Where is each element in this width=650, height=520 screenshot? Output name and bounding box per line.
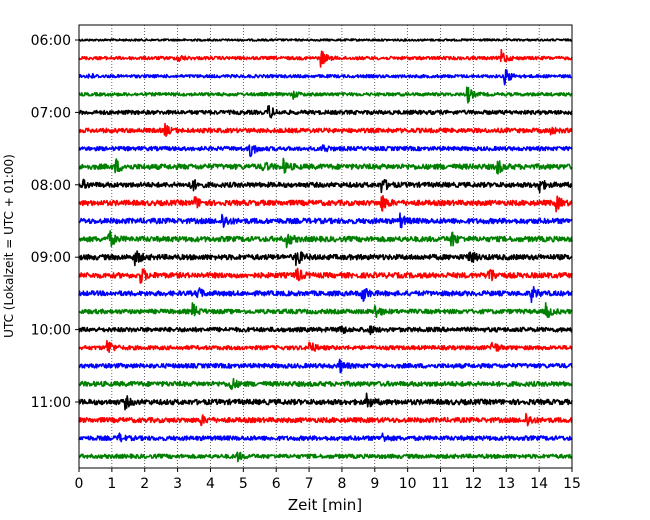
seismogram-trace: [78, 432, 573, 443]
x-tick-label: 7: [305, 476, 314, 492]
x-tick-label: 14: [530, 476, 548, 492]
x-tick-label: 0: [75, 476, 84, 492]
seismogram-trace: [78, 250, 573, 267]
seismogram-trace: [78, 122, 573, 138]
y-tick-label: 10:00: [31, 323, 71, 339]
seismogram-trace: [78, 267, 573, 284]
plot-frame: [78, 24, 573, 469]
y-axis-label: UTC (Lokalzeit = UTC + 01:00): [2, 154, 16, 338]
x-tick-label: 5: [239, 476, 248, 492]
x-tick-label: 2: [140, 476, 149, 492]
seismogram-trace: [78, 301, 573, 319]
x-axis-label: Zeit [min]: [288, 496, 362, 514]
x-tick-label: 12: [464, 476, 482, 492]
seismogram-trace: [78, 105, 573, 119]
x-tick-label: 10: [399, 476, 417, 492]
x-tick-label: 3: [173, 476, 182, 492]
seismogram-trace: [78, 377, 573, 391]
seismogram-trace: [78, 195, 573, 213]
x-tick-label: 15: [563, 476, 581, 492]
y-axis-ticks: 06:00 07:00 08:00 09:00 10:00 11:00: [31, 33, 79, 411]
x-axis-ticks: 0 1 2 3 4 5 6 7 8 9 10 11 12 13 14 15: [75, 468, 581, 492]
y-tick-label: 09:00: [31, 250, 71, 266]
x-tick-label: 4: [206, 476, 215, 492]
x-tick-label: 13: [497, 476, 515, 492]
x-tick-label: 6: [272, 476, 281, 492]
seismogram-trace: [78, 157, 573, 175]
y-tick-label: 07:00: [31, 105, 71, 121]
seismogram-trace: [78, 412, 573, 427]
seismogram-trace: [78, 178, 573, 194]
seismogram-trace: [78, 230, 573, 249]
seismogram-trace: [78, 86, 573, 104]
seismogram-trace: [78, 325, 573, 336]
seismogram-trace: [78, 339, 573, 353]
seismogram-trace: [78, 358, 573, 374]
y-tick-label: 06:00: [31, 33, 71, 49]
seismogram-trace: [78, 451, 573, 463]
seismogram-trace: [78, 38, 573, 42]
seismogram-trace: [78, 68, 573, 86]
seismogram-trace: [78, 392, 573, 411]
vertical-grid: [111, 25, 540, 468]
trace-group: [78, 38, 573, 463]
y-tick-label: 11:00: [31, 395, 71, 411]
x-tick-label: 1: [107, 476, 116, 492]
seismogram-trace: [78, 144, 573, 158]
y-tick-label: 08:00: [31, 178, 71, 194]
seismogram-trace: [78, 48, 573, 68]
seismogram-trace: [78, 212, 573, 229]
x-tick-label: 8: [337, 476, 346, 492]
seismogram-trace: [78, 286, 573, 304]
x-tick-label: 9: [370, 476, 379, 492]
x-tick-label: 11: [432, 476, 450, 492]
